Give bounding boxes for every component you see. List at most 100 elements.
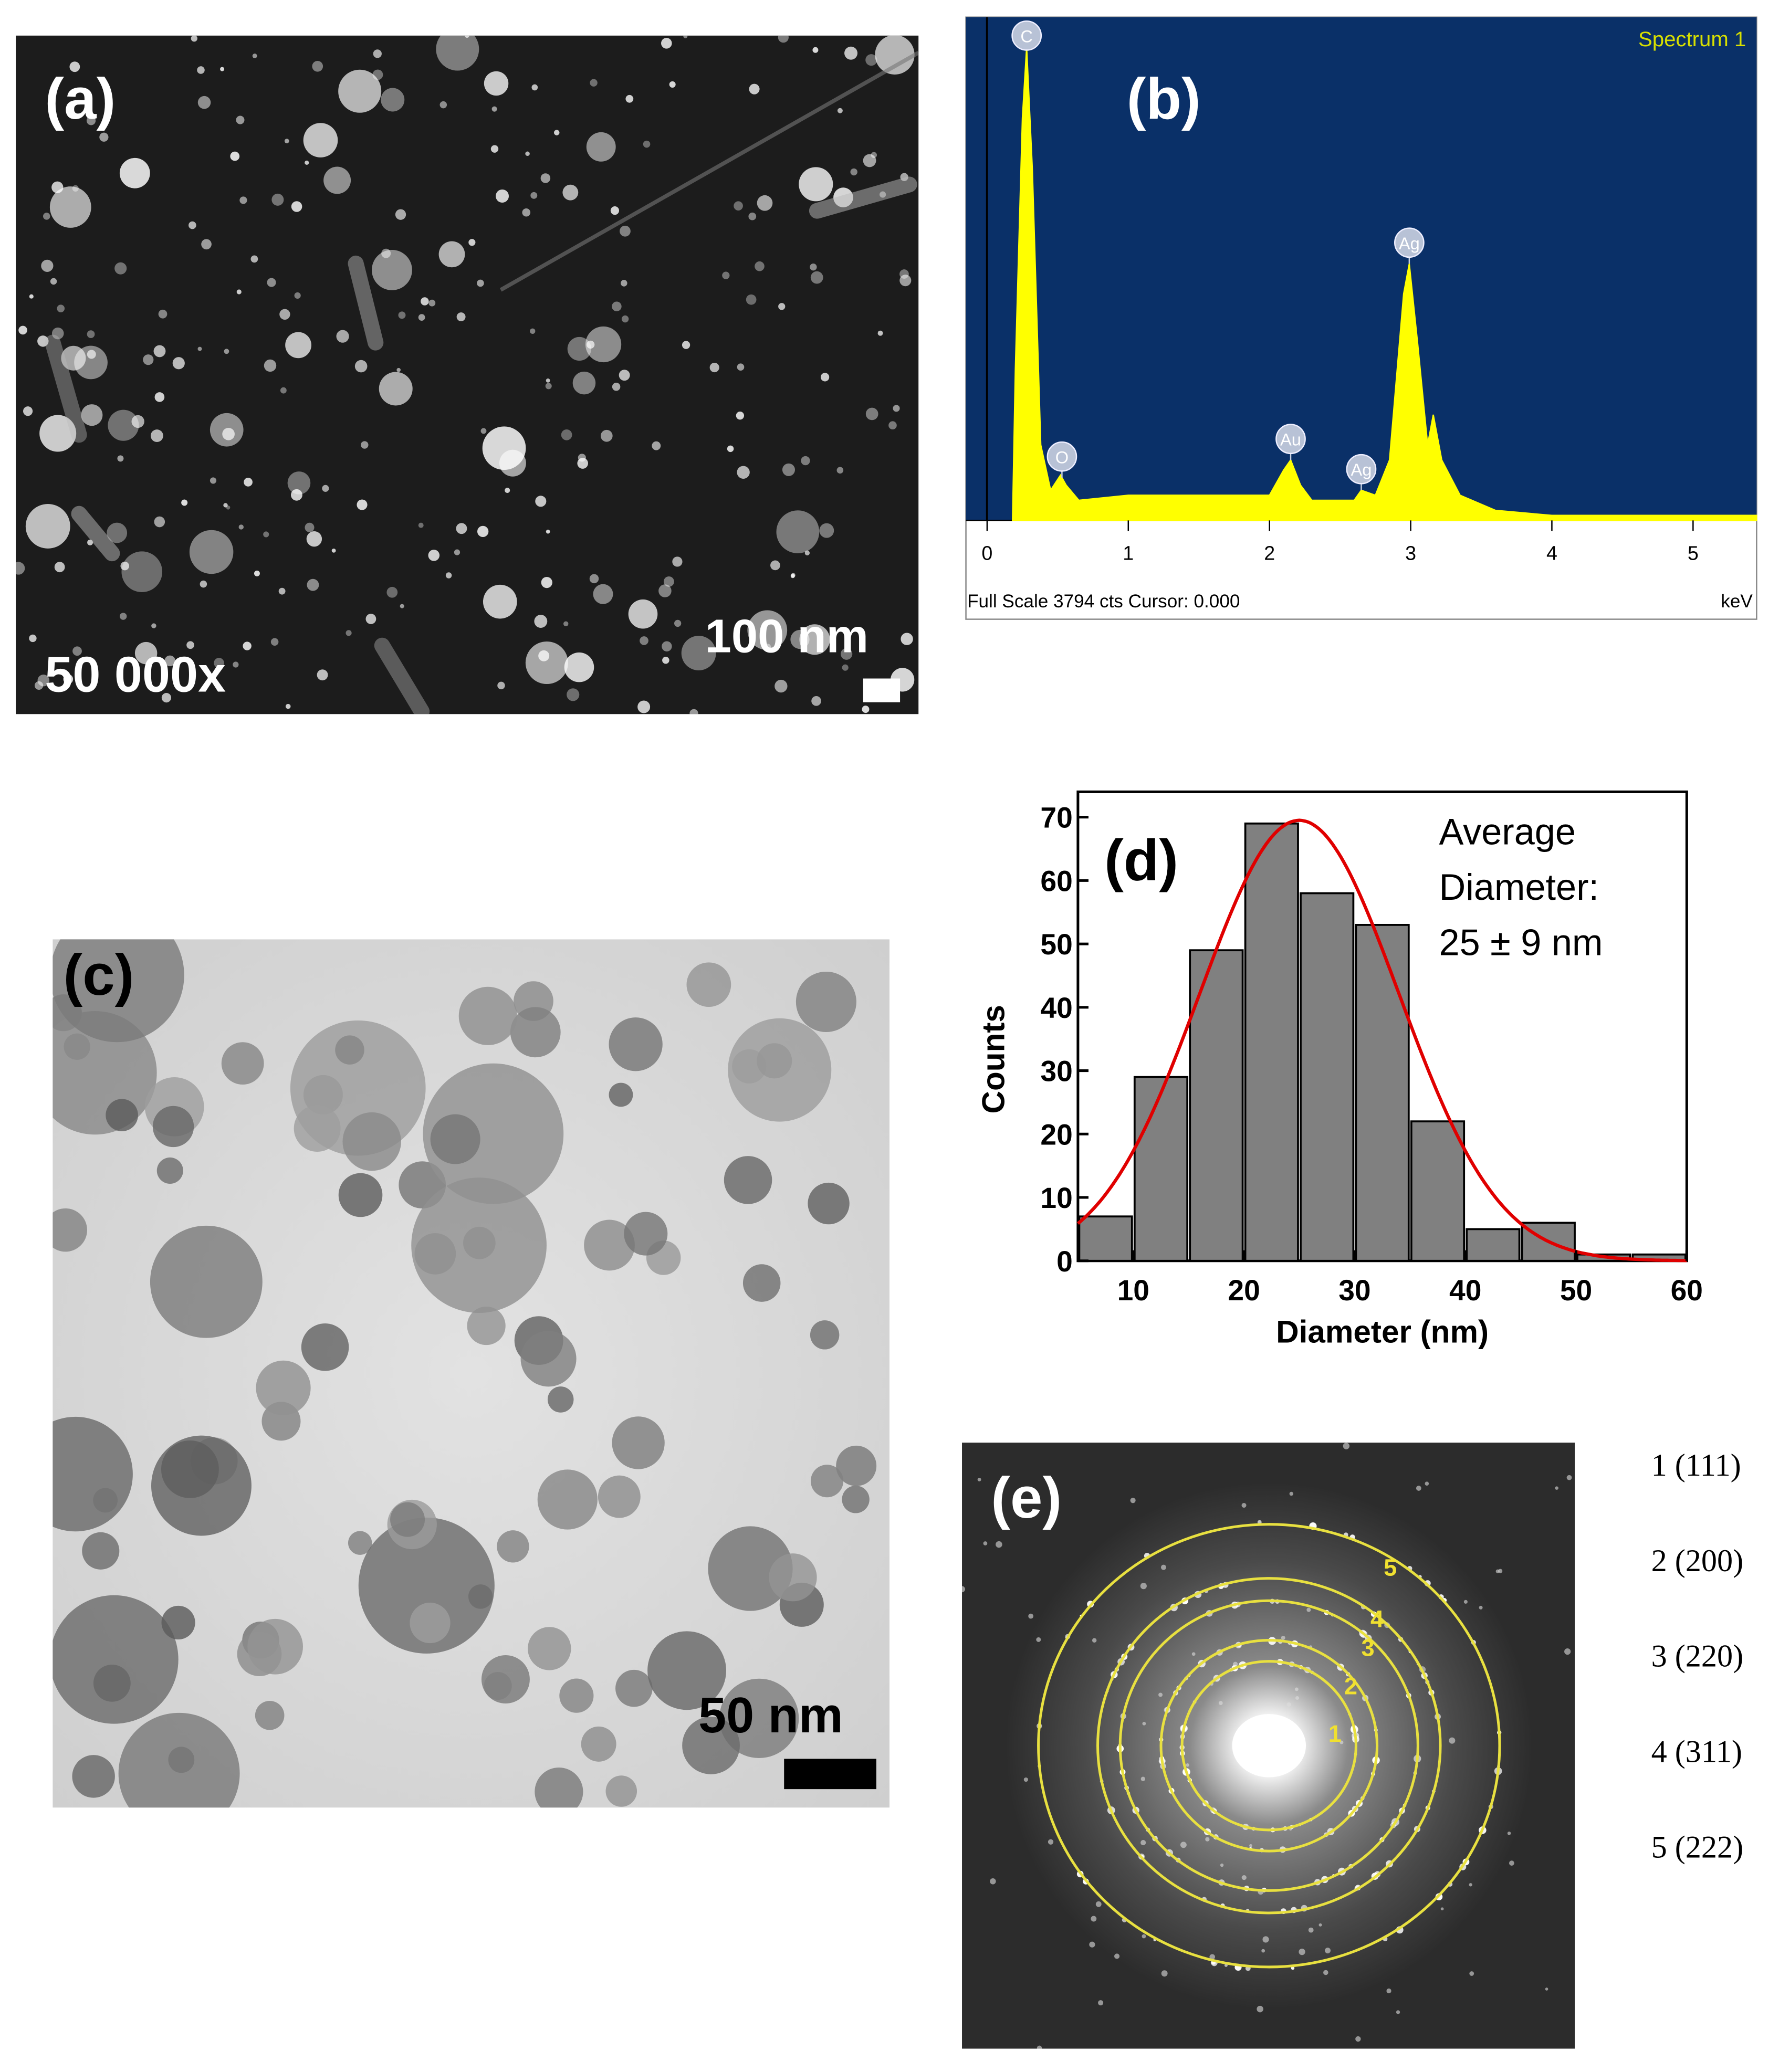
particle xyxy=(445,572,452,579)
particle xyxy=(210,477,217,484)
nanoparticle xyxy=(510,1007,561,1058)
particle xyxy=(850,168,857,176)
particle xyxy=(201,239,212,250)
nanoparticle xyxy=(161,1440,219,1498)
rod xyxy=(348,255,384,351)
ring-label: 1 xyxy=(1328,1720,1342,1747)
hkl-label: 3 (220) xyxy=(1651,1639,1744,1674)
nanoparticle xyxy=(481,1655,530,1703)
particle xyxy=(736,412,745,420)
particle xyxy=(346,630,352,636)
spot xyxy=(1089,1941,1095,1948)
particle xyxy=(428,299,436,307)
particle xyxy=(238,524,244,530)
particle xyxy=(563,621,569,626)
particle xyxy=(117,455,124,462)
spot xyxy=(1098,2000,1104,2006)
particle xyxy=(841,648,853,660)
particle xyxy=(586,132,616,162)
spot xyxy=(1281,1635,1285,1640)
peak-label: C xyxy=(1020,26,1033,46)
particle xyxy=(381,88,405,112)
particle xyxy=(43,213,50,220)
particle xyxy=(151,623,156,628)
particle xyxy=(865,407,878,420)
nanoparticle xyxy=(842,1486,870,1513)
bar xyxy=(1466,1228,1521,1262)
rings xyxy=(1037,1523,1501,1969)
particle xyxy=(637,700,651,713)
spot xyxy=(1463,1600,1468,1604)
peak-badge xyxy=(1275,424,1306,455)
nanoparticle xyxy=(528,1627,571,1670)
nanoparticle xyxy=(624,1212,668,1256)
particle xyxy=(224,349,229,354)
particle xyxy=(189,221,196,229)
particle xyxy=(23,406,33,416)
peak-badge xyxy=(1394,227,1425,258)
bar xyxy=(1244,822,1299,1262)
particle xyxy=(546,378,550,383)
particle xyxy=(775,679,788,693)
fiber xyxy=(499,51,919,292)
particle xyxy=(307,579,319,591)
particle xyxy=(620,225,631,237)
particle xyxy=(395,209,406,220)
particle xyxy=(600,429,613,442)
particle xyxy=(893,405,900,412)
spot xyxy=(1241,1875,1247,1880)
particle xyxy=(587,340,595,349)
particle xyxy=(439,101,447,109)
nanoparticle xyxy=(724,1156,772,1204)
spot xyxy=(1140,1583,1147,1590)
particle xyxy=(865,54,877,66)
spot xyxy=(1095,1901,1102,1907)
spot xyxy=(1205,1837,1210,1842)
particle xyxy=(652,441,661,450)
particle xyxy=(418,522,424,528)
nanoparticle xyxy=(64,1033,90,1060)
nanoparticle xyxy=(537,1469,598,1530)
spot xyxy=(1299,1948,1305,1955)
central-beam xyxy=(1232,1714,1306,1777)
nanoparticle xyxy=(708,1526,793,1611)
nanoparticle xyxy=(609,1082,633,1107)
nanoparticle xyxy=(106,1099,138,1132)
particle xyxy=(499,449,526,477)
peak-label: Ag xyxy=(1351,460,1372,479)
spot xyxy=(1091,1916,1097,1922)
particle xyxy=(18,325,27,335)
y-tick-label: 10 xyxy=(1040,1182,1072,1214)
spot xyxy=(1209,1954,1215,1960)
nanoparticle xyxy=(72,1755,115,1798)
particle xyxy=(844,46,858,60)
particle xyxy=(585,326,622,363)
particle xyxy=(303,123,338,157)
particle xyxy=(119,613,127,620)
x-tick-label: 30 xyxy=(1338,1274,1370,1307)
nanoparticle xyxy=(467,1306,506,1345)
particle xyxy=(336,330,349,343)
particle xyxy=(484,71,509,96)
particle xyxy=(778,35,789,43)
x-tick-label: 2 xyxy=(1264,542,1275,564)
particle xyxy=(236,115,245,124)
particle xyxy=(189,530,234,574)
particle xyxy=(63,674,74,685)
spot xyxy=(1257,2005,1263,2013)
y-axis-label: Counts xyxy=(975,1005,1011,1113)
particle xyxy=(669,81,676,88)
particle xyxy=(72,646,82,656)
spot xyxy=(1092,1638,1097,1643)
particle xyxy=(398,311,406,319)
particle xyxy=(197,346,202,351)
particle xyxy=(379,372,413,406)
particle xyxy=(72,185,79,192)
particle xyxy=(899,275,912,287)
panel-c: (c) 50 nm xyxy=(53,939,890,1808)
particle xyxy=(689,709,698,714)
particle xyxy=(267,278,276,287)
nanoparticle xyxy=(612,1416,665,1469)
nanoparticle xyxy=(150,1225,263,1338)
particle xyxy=(496,189,509,203)
